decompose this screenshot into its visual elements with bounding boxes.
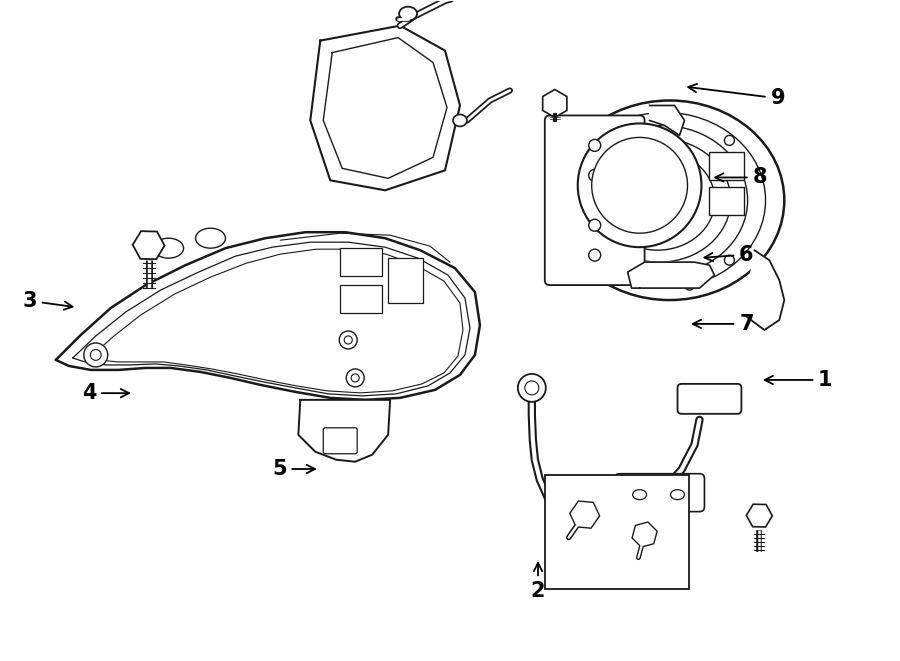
Circle shape [339, 331, 357, 349]
Text: 9: 9 [688, 84, 785, 108]
Polygon shape [627, 262, 715, 288]
Circle shape [589, 139, 600, 151]
Bar [340, 248, 382, 276]
Text: 4: 4 [82, 383, 129, 403]
Polygon shape [744, 250, 784, 330]
Circle shape [589, 249, 600, 261]
Circle shape [525, 381, 539, 395]
Ellipse shape [195, 228, 226, 248]
Circle shape [685, 280, 695, 290]
Circle shape [84, 343, 108, 367]
Polygon shape [298, 400, 390, 462]
Polygon shape [650, 106, 685, 136]
Ellipse shape [399, 7, 417, 20]
Polygon shape [56, 232, 480, 400]
Text: 5: 5 [272, 459, 315, 479]
Circle shape [724, 255, 734, 265]
FancyBboxPatch shape [544, 116, 644, 285]
Text: 6: 6 [705, 245, 753, 264]
FancyBboxPatch shape [615, 474, 705, 512]
Circle shape [346, 369, 364, 387]
Text: 1: 1 [765, 370, 832, 390]
FancyBboxPatch shape [323, 428, 357, 453]
Text: 8: 8 [716, 167, 767, 188]
Polygon shape [323, 38, 447, 178]
Ellipse shape [453, 114, 467, 126]
Circle shape [591, 137, 688, 233]
Polygon shape [310, 26, 460, 190]
Text: 7: 7 [693, 314, 753, 334]
Ellipse shape [633, 490, 646, 500]
Circle shape [589, 169, 600, 181]
Bar [544, 475, 689, 590]
FancyBboxPatch shape [678, 384, 742, 414]
Circle shape [90, 350, 101, 360]
Ellipse shape [554, 100, 784, 300]
Bar [340, 285, 382, 313]
Circle shape [351, 374, 359, 382]
Circle shape [578, 124, 701, 247]
Circle shape [518, 374, 545, 402]
Text: 2: 2 [531, 563, 545, 601]
Ellipse shape [670, 490, 685, 500]
Circle shape [724, 136, 734, 145]
Text: 3: 3 [22, 291, 73, 311]
Bar [709, 153, 744, 180]
Bar [388, 258, 423, 303]
Circle shape [589, 219, 600, 231]
Circle shape [344, 336, 352, 344]
Ellipse shape [154, 238, 184, 258]
Bar [709, 187, 744, 215]
